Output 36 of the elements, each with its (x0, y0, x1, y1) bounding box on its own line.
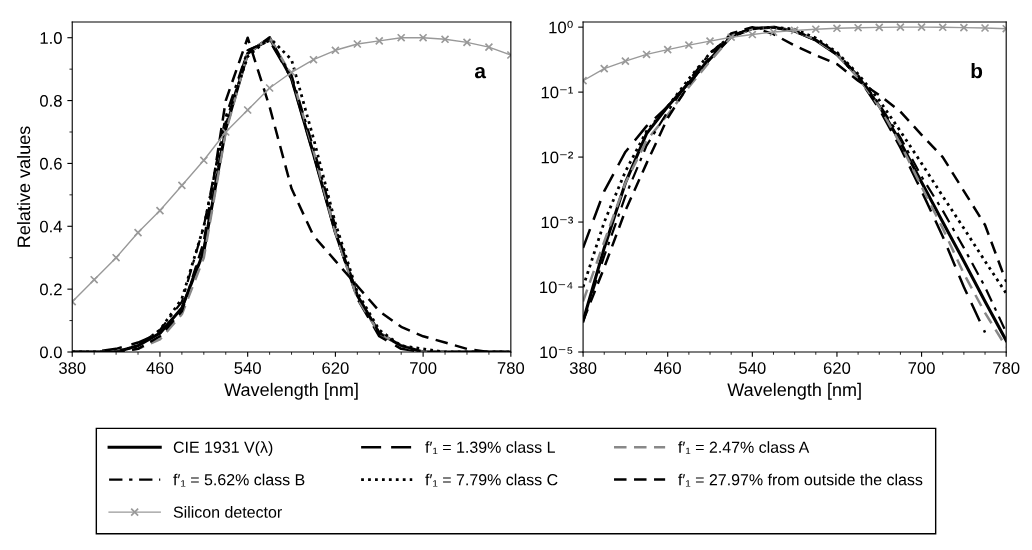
y-tick-label: 0.2 (40, 283, 62, 296)
y-axis-title: Relative values (16, 126, 31, 247)
x-tick-label: 700 (908, 362, 935, 374)
y-tick-label: 10⁻² (541, 151, 574, 164)
x-tick-label: 540 (234, 362, 261, 374)
y-tick-label: 0.6 (40, 157, 62, 170)
x-axis-title: Wavelength [nm] (727, 382, 861, 400)
y-tick-label: 10⁻³ (541, 216, 574, 229)
x-tick-label: 380 (58, 362, 86, 374)
legend-label: CIE 1931 V(λ) (173, 441, 273, 457)
y-tick-label: 0.4 (40, 220, 63, 233)
x-axis-title: Wavelength [nm] (224, 382, 358, 400)
x-tick-label: 380 (569, 362, 597, 374)
x-tick-label: 700 (410, 362, 437, 374)
legend-label: f′₁ = 7.79% class C (425, 473, 558, 487)
x-tick-label: 460 (654, 362, 681, 374)
x-tick-label: 620 (823, 362, 851, 374)
annotation: a (474, 66, 487, 79)
x-tick-label: 460 (146, 362, 174, 374)
y-tick-label: 0.0 (40, 346, 62, 359)
y-tick-label: 0.8 (40, 94, 62, 107)
legend-label: Silicon detector (173, 506, 282, 518)
legend-label: f′₁ = 2.47% class A (678, 441, 810, 455)
y-tick-label: 10⁰ (549, 20, 573, 34)
x-tick-label: 780 (993, 362, 1020, 374)
x-tick-label: 540 (739, 362, 766, 374)
y-tick-label: 10⁻⁵ (540, 346, 573, 359)
x-tick-label: 620 (322, 362, 349, 374)
legend-label: f′₁ = 1.39% class L (425, 441, 555, 455)
y-tick-label: 10⁻⁴ (540, 281, 573, 294)
legend-label: f′₁ = 27.97% from outside the class (678, 473, 923, 487)
annotation: b (971, 63, 983, 79)
x-tick-label: 780 (497, 362, 525, 374)
y-tick-label: 1.0 (40, 32, 62, 44)
y-tick-label: 10⁻¹ (541, 86, 573, 99)
legend-label: f′₁ = 5.62% class B (173, 473, 305, 487)
